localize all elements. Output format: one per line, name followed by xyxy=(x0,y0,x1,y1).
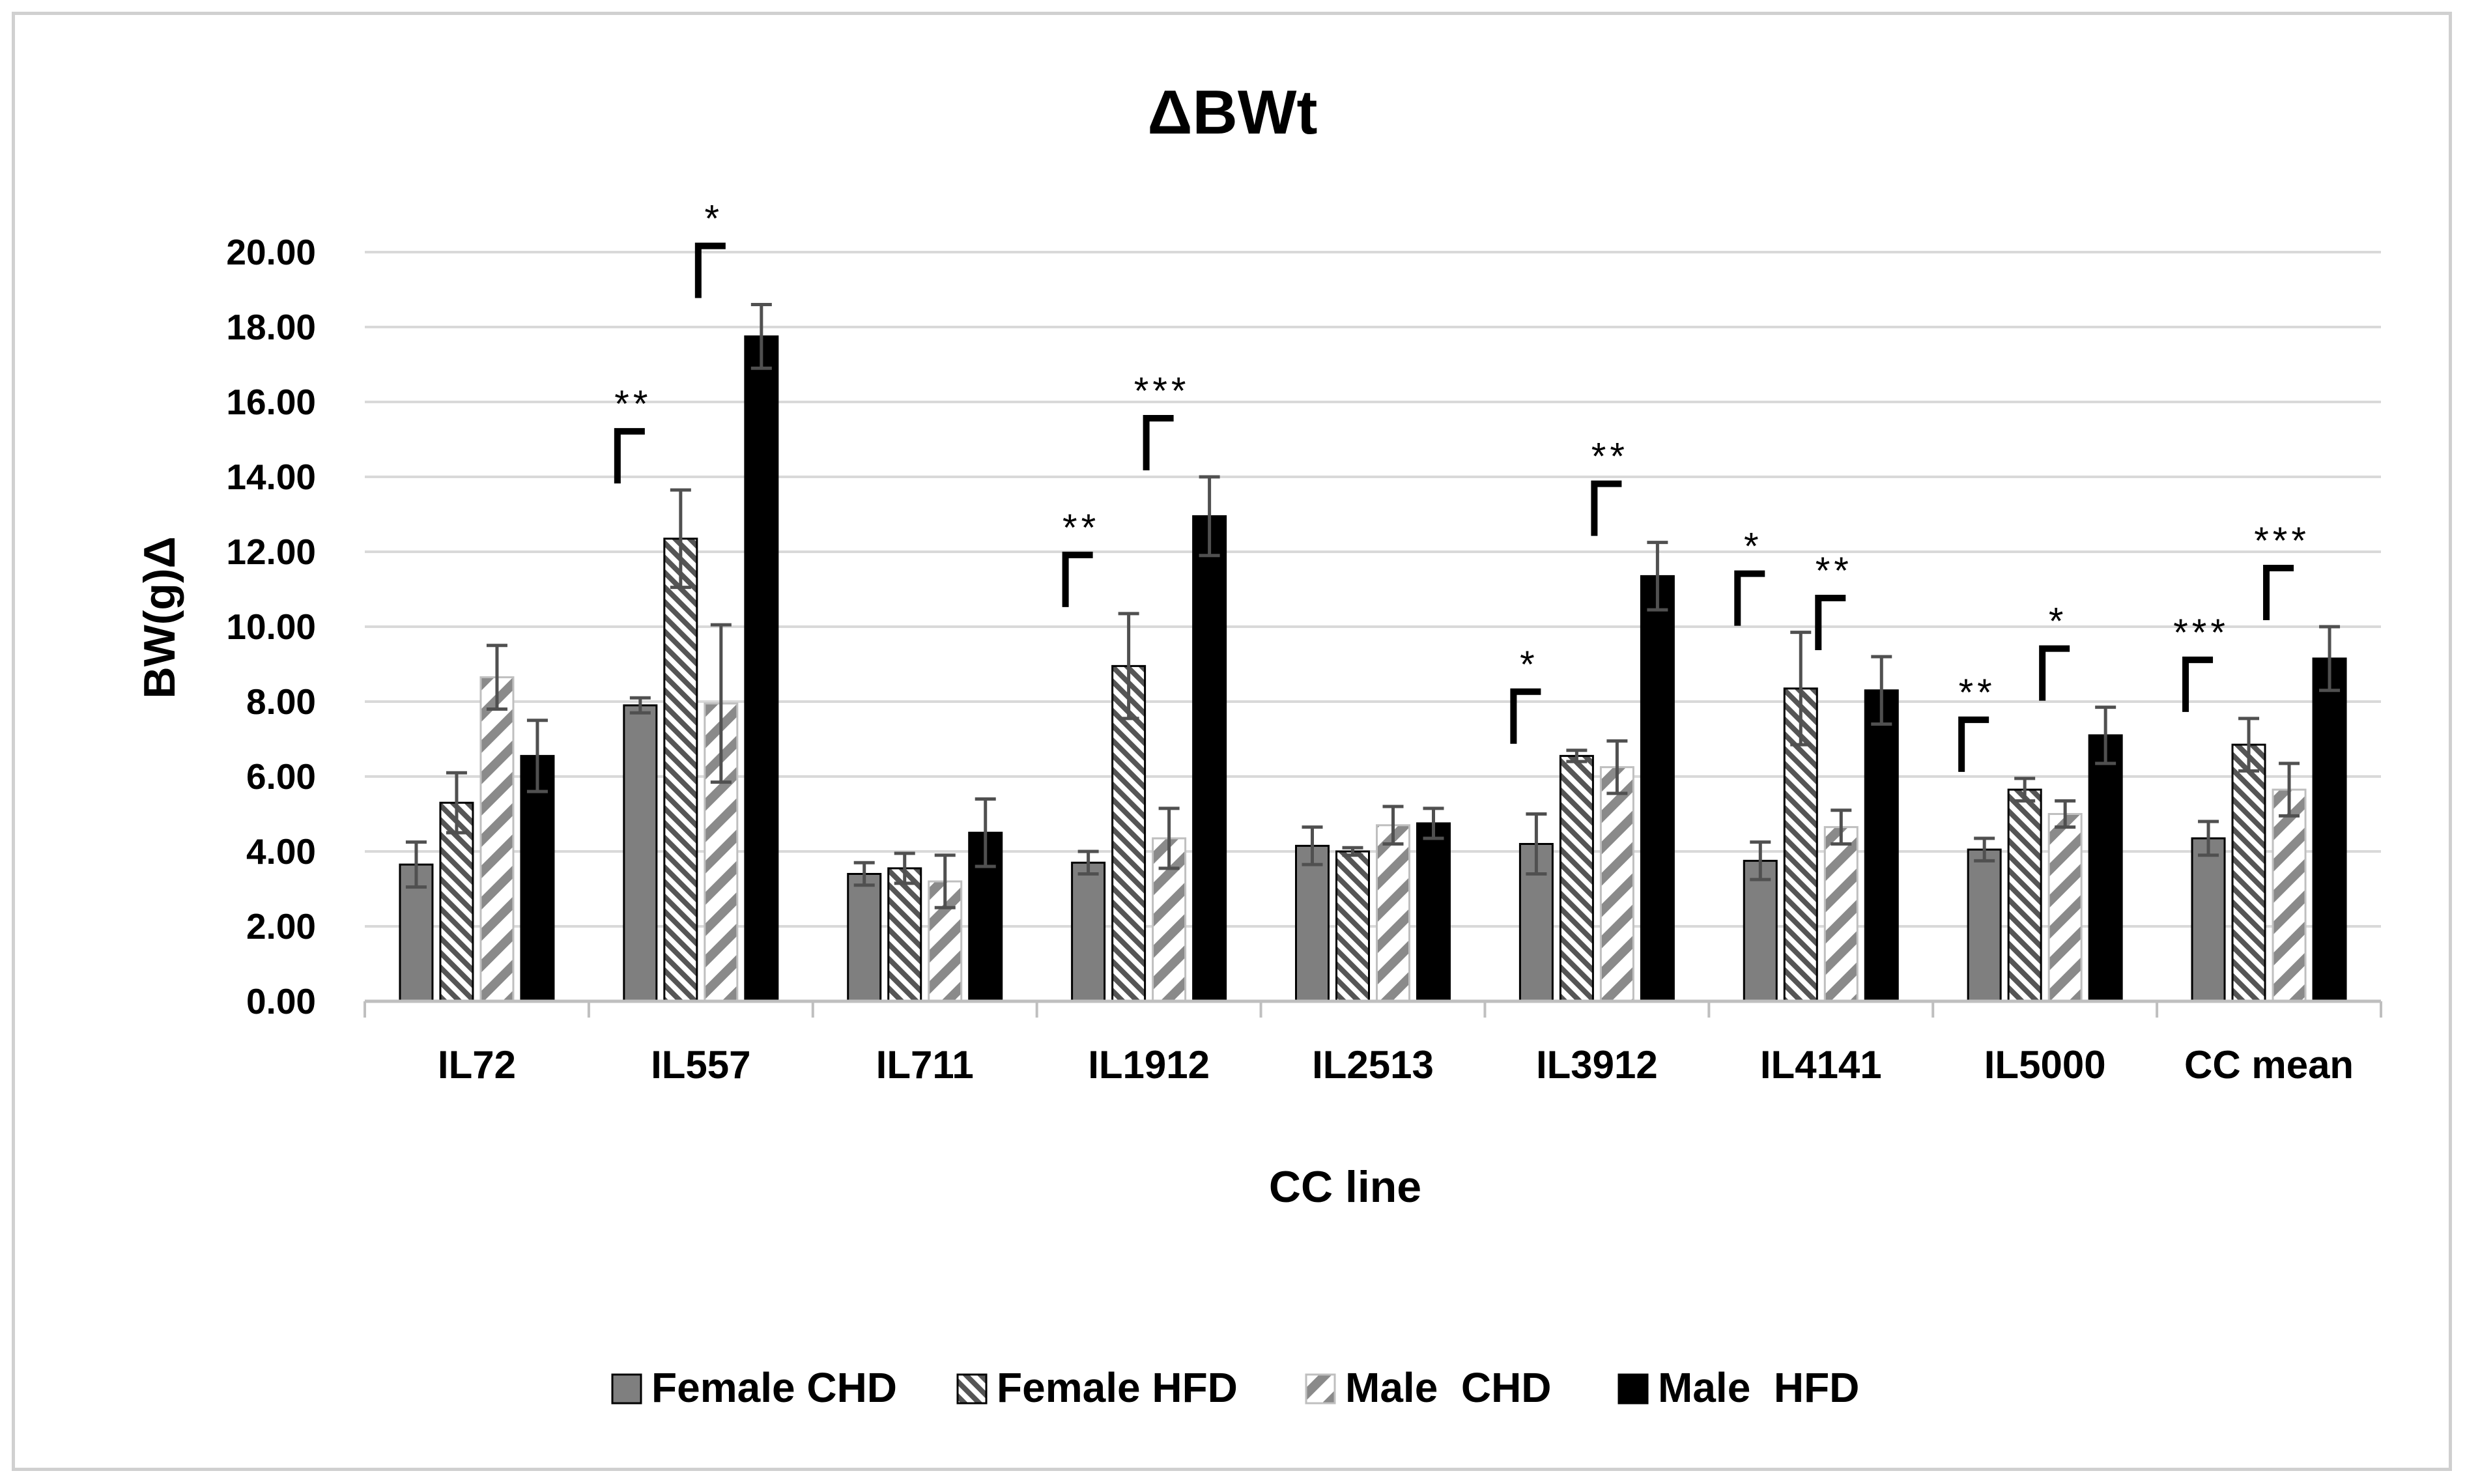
y-tick-label: 6.00 xyxy=(246,756,316,797)
significance-bracket xyxy=(614,428,645,484)
bar-male-hfd-il557 xyxy=(744,335,779,1003)
bar-male-chd-il4141 xyxy=(1823,826,1859,1003)
bar-female-hfd-il5000 xyxy=(2007,788,2042,1003)
y-tick-label: 18.00 xyxy=(226,307,316,347)
bar-male-chd-il5000 xyxy=(2047,813,2083,1003)
y-tick-label: 0.00 xyxy=(246,981,316,1021)
significance-bracket xyxy=(1143,415,1174,470)
significance-bracket xyxy=(2039,645,2070,701)
y-tick-label: 4.00 xyxy=(246,831,316,872)
y-tick-label: 2.00 xyxy=(246,906,316,947)
significance-bracket xyxy=(2182,656,2214,712)
legend-swatch-male-chd xyxy=(1305,1373,1336,1405)
y-tick-label: 14.00 xyxy=(226,457,316,497)
y-tick-label: 8.00 xyxy=(246,681,316,722)
chart-frame xyxy=(12,12,2452,1471)
bar-male-hfd-cc-mean xyxy=(2312,657,2347,1003)
significance-bracket xyxy=(1591,480,1622,536)
legend-swatch-female-chd xyxy=(611,1373,642,1405)
significance-stars: * xyxy=(705,198,724,240)
bar-female-chd-il2513 xyxy=(1295,844,1330,1003)
legend: Female CHD Female HFD Male CHD Male HFD xyxy=(611,1364,1859,1411)
bar-male-hfd-il4141 xyxy=(1864,689,1899,1003)
legend-label: Male CHD xyxy=(1345,1364,1552,1411)
significance-bracket xyxy=(1510,688,1541,744)
x-axis-label: CC line xyxy=(1269,1162,1421,1212)
bar-female-chd-il4141 xyxy=(1743,859,1778,1003)
bar-female-chd-il557 xyxy=(623,704,658,1003)
x-tick-label: IL3912 xyxy=(1536,1043,1658,1087)
x-axis-ticks: IL72 IL557 IL711 IL1912 IL2513 IL3912 IL4141 IL… xyxy=(438,1043,2354,1087)
significance-stars: ** xyxy=(1062,507,1100,549)
x-tick-label: IL711 xyxy=(876,1043,974,1087)
x-tick-label: IL5000 xyxy=(1984,1043,2106,1087)
legend-label: Female HFD xyxy=(997,1364,1238,1411)
legend-swatch-male-hfd xyxy=(1617,1373,1649,1405)
y-tick-label: 16.00 xyxy=(226,382,316,422)
significance-stars: * xyxy=(1520,644,1539,686)
bar-female-chd-cc-mean xyxy=(2191,837,2226,1003)
bar-female-chd-il1912 xyxy=(1071,861,1106,1003)
x-tick-label: IL557 xyxy=(651,1043,750,1087)
significance-bracket xyxy=(1734,570,1765,626)
significance-bracket xyxy=(2263,565,2294,620)
x-axis xyxy=(363,999,2382,1018)
x-tick-label: CC mean xyxy=(2184,1043,2354,1087)
y-tick-label: 20.00 xyxy=(226,232,316,272)
x-tick-label: IL4141 xyxy=(1760,1043,1882,1087)
significance-bracket xyxy=(1062,551,1093,607)
significance-stars: ** xyxy=(1591,436,1629,478)
significance-bracket xyxy=(1958,716,1989,772)
bar-female-chd-il5000 xyxy=(1967,848,2002,1003)
significance-bracket xyxy=(1815,595,1846,650)
bar-male-chd-il72 xyxy=(479,676,515,1003)
bar-male-hfd-il1912 xyxy=(1192,515,1227,1003)
y-axis-ticks: 0.00 2.00 4.00 6.00 8.00 10.00 12.00 14.00 16.00… xyxy=(226,232,316,1021)
bar-female-hfd-il3912 xyxy=(1559,754,1594,1003)
bar-female-hfd-cc-mean xyxy=(2231,743,2266,1003)
bar-male-chd-cc-mean xyxy=(2272,788,2307,1003)
significance-stars: *** xyxy=(2254,520,2310,562)
bar-female-hfd-il72 xyxy=(439,801,474,1003)
bar-male-chd-il2513 xyxy=(1376,824,1410,1003)
x-tick-label: IL72 xyxy=(438,1043,516,1087)
significance-stars: *** xyxy=(2173,612,2229,654)
bar-female-hfd-il2513 xyxy=(1335,850,1370,1003)
y-tick-label: 10.00 xyxy=(226,606,316,647)
bar-male-hfd-il5000 xyxy=(2088,734,2123,1003)
bars xyxy=(399,303,2347,1003)
x-tick-label: IL1912 xyxy=(1088,1043,1210,1087)
legend-label: Male HFD xyxy=(1658,1364,1859,1411)
bar-male-chd-il3912 xyxy=(1599,766,1634,1003)
bar-male-hfd-il3912 xyxy=(1640,575,1675,1003)
significance-stars: ** xyxy=(1816,550,1853,592)
legend-swatch-female-hfd xyxy=(956,1373,988,1405)
legend-label: Female CHD xyxy=(651,1364,897,1411)
bar-female-chd-il711 xyxy=(847,873,882,1003)
significance-bracket xyxy=(694,242,726,298)
y-tick-label: 12.00 xyxy=(226,532,316,572)
bar-female-hfd-il557 xyxy=(663,537,698,1003)
y-axis-label: BW(g)Δ xyxy=(135,537,184,699)
significance-annotations: ***************** ****** xyxy=(614,198,2310,772)
significance-stars: *** xyxy=(1134,370,1190,412)
bar-male-hfd-il72 xyxy=(520,754,555,1003)
significance-stars: * xyxy=(1744,526,1763,568)
x-tick-label: IL2513 xyxy=(1312,1043,1434,1087)
significance-stars: * xyxy=(2049,601,2068,643)
significance-stars: ** xyxy=(614,383,651,425)
bar-female-hfd-il711 xyxy=(887,867,922,1003)
chart-title: ΔBWt xyxy=(1148,78,1318,147)
bar-male-hfd-il2513 xyxy=(1416,822,1451,1003)
significance-stars: ** xyxy=(1959,672,1996,714)
